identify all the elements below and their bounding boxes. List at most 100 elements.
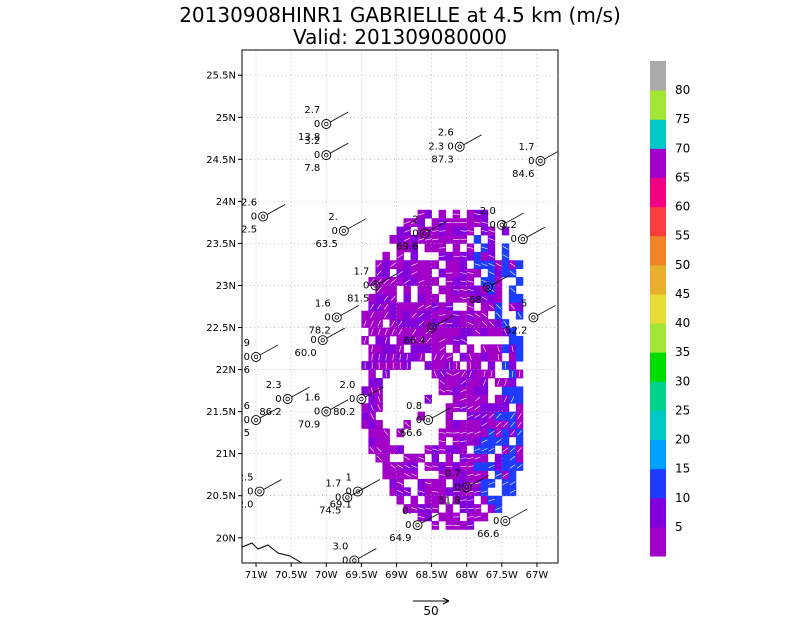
station-value: 66.4: [403, 336, 425, 347]
wind-vector: [404, 456, 411, 460]
wind-vector: [419, 337, 424, 344]
wind-cell: [473, 361, 482, 370]
wind-cell: [375, 335, 383, 345]
station-value: 0: [454, 482, 460, 493]
wind-cell: [480, 352, 489, 362]
wind-barb: [470, 474, 489, 486]
wind-vector: [420, 353, 423, 361]
wind-cell: [445, 453, 454, 463]
wind-vector: [370, 413, 374, 420]
wind-vector: [495, 507, 502, 510]
wind-cell: [396, 302, 404, 312]
wind-cell: [452, 226, 461, 236]
wind-cell: [487, 344, 496, 354]
wind-cell: [410, 319, 418, 328]
wind-barb: [463, 134, 482, 146]
colorbar-label: 30: [675, 374, 690, 388]
wind-vector: [369, 278, 375, 285]
station-value: 0: [251, 212, 257, 223]
colorbar-label: 35: [675, 345, 690, 359]
wind-cell: [375, 428, 383, 438]
wind-vector: [474, 490, 481, 493]
wind-vector: [446, 355, 453, 359]
observation-station: 66.4: [403, 315, 454, 347]
wind-vector: [418, 515, 425, 519]
wind-vector: [384, 312, 389, 318]
wind-cell: [382, 268, 390, 278]
wind-vector: [418, 312, 425, 318]
x-tick-label: 67W: [526, 570, 549, 581]
wind-cell: [389, 470, 397, 480]
wind-cell: [473, 462, 482, 471]
station-value: 1.7: [354, 266, 370, 277]
coastline-path: [242, 542, 303, 563]
station-value: 1.6: [304, 393, 320, 404]
wind-vector: [432, 230, 439, 232]
station-dot: [253, 354, 259, 360]
wind-vector: [467, 230, 474, 232]
station-dot: [324, 152, 329, 158]
wind-vector: [376, 455, 382, 461]
wind-vector: [377, 303, 382, 310]
station-dot: [334, 315, 339, 320]
wind-vector: [404, 279, 411, 284]
wind-cell: [424, 487, 432, 497]
wind-vector: [474, 516, 481, 518]
wind-cell: [445, 504, 454, 513]
wind-vector: [467, 272, 474, 275]
wind-vector: [503, 320, 508, 327]
station-value: 64.9: [389, 533, 411, 544]
station-value: 74.5: [319, 505, 341, 516]
wind-cell: [431, 344, 440, 354]
wind-cell: [396, 235, 404, 244]
wind-vector: [439, 255, 446, 257]
wind-vector: [474, 263, 481, 266]
wind-vector: [440, 354, 445, 360]
wind-vector: [481, 413, 488, 419]
observation-station: 1.20: [501, 220, 546, 245]
colorbar: 5 10 15 20 25 30 35 40 45 50 55 60 65 70 75 80: [650, 61, 690, 557]
wind-cell: [494, 403, 503, 413]
wind-cell: [508, 386, 517, 396]
wind-vector: [384, 328, 388, 335]
wind-cell: [501, 411, 510, 421]
x-tick-label: 69W: [385, 570, 408, 581]
wind-vector: [474, 482, 481, 485]
wind-vector: [432, 238, 439, 241]
y-tick-label: 25.5N: [206, 71, 236, 82]
wind-barb: [537, 305, 556, 316]
wind-cell: [431, 335, 440, 345]
wind-cell: [459, 478, 468, 488]
station-ring: [412, 520, 423, 531]
station-value: 0: [493, 516, 499, 527]
station-value: 0: [331, 226, 337, 237]
wind-vector: [425, 238, 432, 241]
wind-barb: [330, 111, 349, 123]
station-ring: [500, 516, 511, 526]
colorbar-swatch: [650, 90, 666, 120]
observation-station: 1.6 0 70.9: [298, 393, 349, 431]
wind-vector: [412, 329, 417, 335]
wind-cell: [452, 420, 461, 429]
wind-cell: [487, 352, 496, 362]
observation-station: 0.7 0 51.8: [438, 468, 489, 506]
wind-cell: [375, 344, 383, 354]
wind-vector: [397, 271, 404, 276]
colorbar-swatch: [650, 352, 666, 382]
station-ring: [349, 555, 360, 563]
colorbar-swatch: [650, 410, 666, 441]
wind-vector: [488, 430, 495, 435]
wind-vector: [488, 254, 495, 258]
station-dot: [538, 158, 543, 164]
wind-cell: [494, 293, 503, 303]
wind-cell: [473, 251, 482, 261]
wind-vector: [509, 270, 516, 276]
wind-vector: [467, 499, 474, 501]
wind-vector: [425, 337, 431, 343]
wind-vector: [460, 406, 467, 409]
wind-vector: [468, 354, 472, 361]
wind-cell: [494, 495, 503, 505]
wind-cell: [515, 453, 524, 463]
wind-cell: [396, 445, 404, 455]
wind-cell: [445, 487, 454, 497]
